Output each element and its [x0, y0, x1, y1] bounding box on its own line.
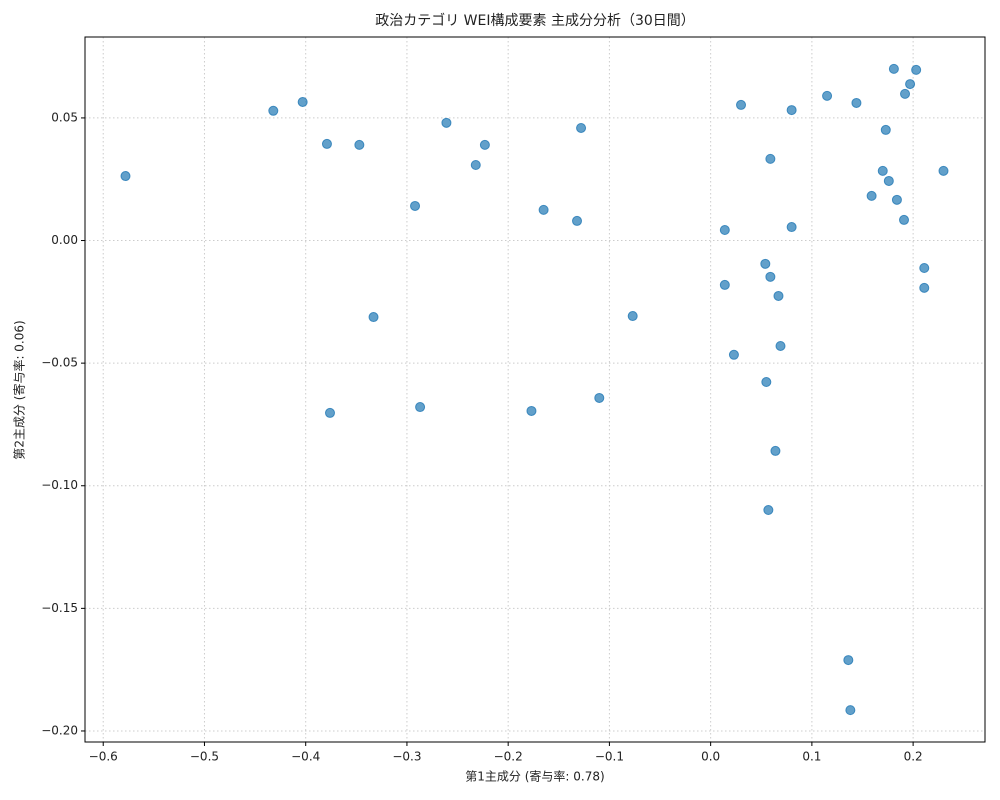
- x-tick-label: −0.4: [291, 750, 320, 764]
- point: [297, 96, 308, 107]
- x-tick-label: 0.1: [802, 750, 821, 764]
- point: [866, 190, 877, 201]
- point: [268, 105, 279, 116]
- point: [770, 445, 781, 456]
- point: [728, 349, 739, 360]
- point: [880, 124, 891, 135]
- y-axis-label: 第2主成分 (寄与率: 0.06): [12, 320, 27, 459]
- point: [761, 377, 772, 388]
- y-tick-label: −0.10: [41, 478, 78, 492]
- point: [888, 63, 899, 74]
- point: [410, 200, 421, 211]
- point: [877, 165, 888, 176]
- point: [368, 312, 379, 323]
- point: [576, 122, 587, 133]
- point: [441, 117, 452, 128]
- y-tick-label: −0.20: [41, 723, 78, 737]
- point: [786, 222, 797, 233]
- point: [719, 279, 730, 290]
- point: [321, 138, 332, 149]
- point: [845, 705, 856, 716]
- point: [775, 340, 786, 351]
- point: [843, 655, 854, 666]
- point: [822, 90, 833, 101]
- x-tick-label: −0.2: [494, 750, 523, 764]
- y-tick-label: −0.05: [41, 356, 78, 370]
- y-tick-label: 0.05: [51, 110, 78, 124]
- point: [354, 139, 365, 150]
- x-axis-label: 第1主成分 (寄与率: 0.78): [465, 769, 604, 784]
- x-tick-label: −0.6: [89, 750, 118, 764]
- point: [760, 258, 771, 269]
- point: [891, 194, 902, 205]
- x-tick-label: −0.5: [190, 750, 219, 764]
- point: [765, 271, 776, 282]
- point: [899, 214, 910, 225]
- point: [911, 64, 922, 75]
- point: [120, 171, 131, 182]
- point: [773, 290, 784, 301]
- x-tick-label: −0.1: [595, 750, 624, 764]
- x-tick-label: −0.3: [392, 750, 421, 764]
- point: [938, 165, 949, 176]
- point: [900, 88, 911, 99]
- plot-frame: [84, 36, 986, 743]
- point: [736, 99, 747, 110]
- x-tick-label: 0.2: [904, 750, 923, 764]
- point: [919, 282, 930, 293]
- point: [538, 204, 549, 215]
- point: [919, 262, 930, 273]
- point: [415, 402, 426, 413]
- point: [765, 153, 776, 164]
- point: [786, 105, 797, 116]
- y-tick-label: −0.15: [41, 601, 78, 615]
- point: [883, 175, 894, 186]
- point: [572, 215, 583, 226]
- point: [324, 407, 335, 418]
- point: [763, 505, 774, 516]
- chart-title: 政治カテゴリ WEI構成要素 主成分分析（30日間）: [375, 12, 695, 29]
- y-tick-label: 0.00: [51, 233, 78, 247]
- x-tick-label: 0.0: [701, 750, 720, 764]
- point: [627, 311, 638, 322]
- point: [479, 139, 490, 150]
- point: [851, 97, 862, 108]
- point: [719, 224, 730, 235]
- point: [905, 79, 916, 90]
- point: [594, 392, 605, 403]
- point: [470, 160, 481, 171]
- point: [526, 405, 537, 416]
